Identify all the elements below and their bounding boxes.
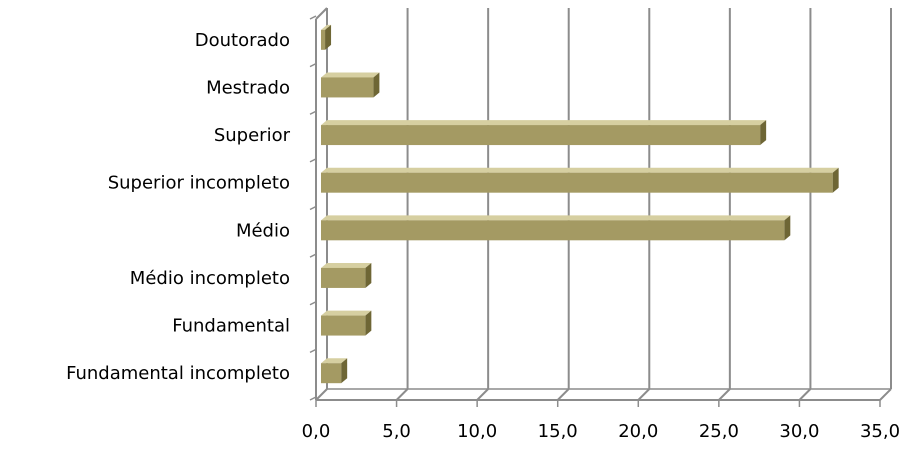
x-tick-label: 25,0 (699, 421, 739, 442)
bar-front (321, 172, 833, 193)
category-label: Médio incompleto (130, 268, 290, 289)
floor-line (637, 388, 650, 401)
bar-side (365, 262, 372, 288)
bar-top (321, 120, 767, 126)
bar-side (784, 215, 791, 241)
bar (321, 72, 380, 98)
bar (321, 215, 791, 241)
floor-line (557, 388, 570, 401)
bar-top (321, 262, 372, 268)
x-tick-labels: 0,0 5,0 10,0 15,0 20,0 25,0 30,0 35,0 (302, 421, 900, 442)
x-tick-label: 35,0 (860, 421, 900, 442)
bar-side (341, 358, 348, 384)
bar-front (321, 363, 342, 384)
floor-line (315, 388, 328, 401)
category-label: Superior (214, 125, 291, 146)
category-label: Doutorado (195, 30, 290, 51)
bar-side (373, 72, 380, 98)
bar (321, 167, 839, 193)
bar-side (760, 120, 767, 146)
category-label: Superior incompleto (108, 173, 290, 194)
category-labels: Doutorado Mestrado Superior Superior incomp… (66, 30, 290, 384)
bar-top (321, 358, 348, 364)
category-label: Mestrado (206, 77, 290, 98)
x-tick-label: 10,0 (457, 421, 497, 442)
bar-front (321, 267, 366, 288)
floor-line (798, 388, 812, 401)
floor-line (395, 388, 409, 401)
bar (321, 24, 332, 50)
y-tick-mark (309, 253, 317, 258)
floor-line (718, 388, 731, 401)
y-tick-mark (309, 15, 317, 20)
category-label: Fundamental (172, 316, 290, 337)
x-tick-label: 15,0 (538, 421, 578, 442)
y-axis-top-edge (315, 7, 328, 20)
category-label: Fundamental incompleto (66, 363, 290, 384)
y-tick-mark (309, 62, 317, 68)
bar-top (321, 72, 380, 78)
gridlines (315, 8, 892, 407)
axes (309, 7, 891, 401)
bar-side (325, 24, 332, 50)
bar-top (321, 310, 372, 316)
x-tick-label: 5,0 (382, 421, 411, 442)
y-tick-mark (309, 396, 317, 401)
x-tick-label: 0,0 (302, 421, 331, 442)
bar-side (832, 167, 839, 193)
bar-front (321, 77, 374, 98)
bar-front (321, 29, 326, 50)
bar (321, 310, 372, 336)
x-tick-label: 30,0 (779, 421, 819, 442)
floor-line (879, 388, 892, 401)
x-tick-label: 20,0 (618, 421, 658, 442)
bar (321, 120, 767, 146)
y-tick-mark (309, 205, 317, 211)
y-tick-mark (309, 348, 317, 354)
category-label: Médio (236, 220, 290, 241)
y-tick-mark (309, 301, 317, 306)
y-tick-mark (309, 158, 317, 163)
bars (321, 24, 839, 384)
bar-side (365, 310, 372, 336)
bar-top (321, 24, 332, 30)
bar-front (321, 315, 366, 336)
y-tick-mark (309, 110, 317, 115)
bar-front (321, 125, 761, 146)
bar (321, 262, 372, 288)
floor-line (476, 388, 489, 401)
bar-top (321, 215, 791, 221)
bar (321, 358, 348, 384)
bar-top (321, 167, 839, 173)
bar-front (321, 220, 785, 241)
